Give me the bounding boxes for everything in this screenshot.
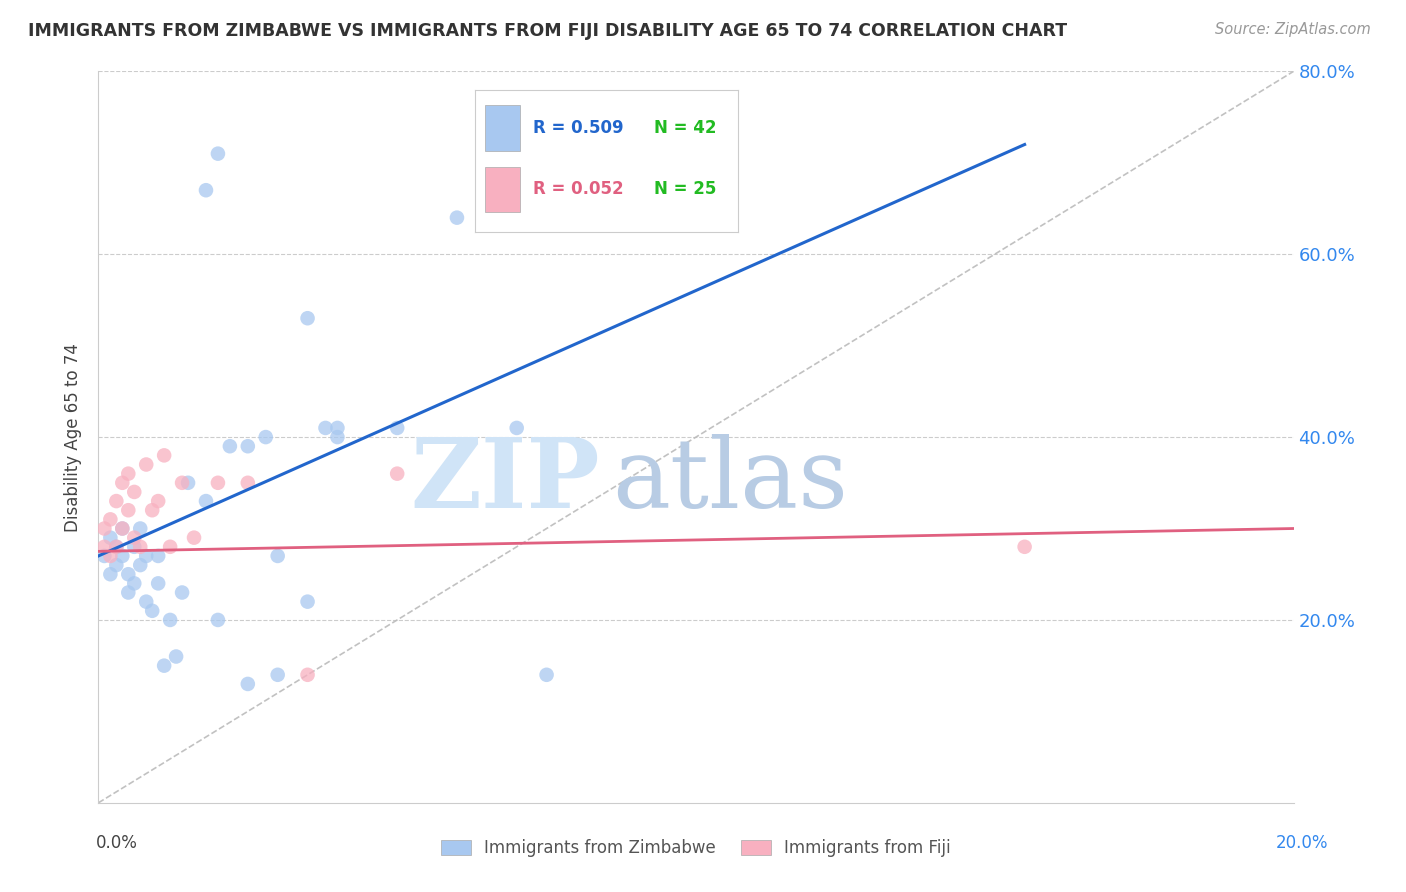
Point — [111, 521, 134, 535]
Point — [236, 475, 259, 490]
Text: 20.0%: 20.0% — [1277, 834, 1329, 852]
Point — [141, 604, 163, 618]
Point — [98, 549, 122, 563]
Point — [124, 576, 146, 591]
Point — [267, 667, 290, 681]
Legend: Immigrants from Zimbabwe, Immigrants from Fiji: Immigrants from Zimbabwe, Immigrants fro… — [434, 832, 957, 864]
Point — [148, 494, 170, 508]
Point — [98, 567, 122, 582]
Text: 0.0%: 0.0% — [96, 834, 138, 852]
Point — [1014, 540, 1036, 554]
Point — [117, 585, 139, 599]
Point — [111, 475, 134, 490]
Point — [129, 521, 152, 535]
Point — [219, 439, 242, 453]
Point — [148, 549, 170, 563]
Point — [117, 467, 139, 481]
Point — [315, 421, 337, 435]
Text: atlas: atlas — [613, 434, 848, 528]
Text: ZIP: ZIP — [411, 434, 600, 528]
Point — [93, 540, 115, 554]
Point — [172, 475, 194, 490]
Point — [177, 475, 200, 490]
Point — [105, 540, 128, 554]
Point — [93, 521, 115, 535]
Point — [326, 421, 349, 435]
Point — [124, 485, 146, 500]
Text: IMMIGRANTS FROM ZIMBABWE VS IMMIGRANTS FROM FIJI DISABILITY AGE 65 TO 74 CORRELA: IMMIGRANTS FROM ZIMBABWE VS IMMIGRANTS F… — [28, 22, 1067, 40]
Text: Source: ZipAtlas.com: Source: ZipAtlas.com — [1215, 22, 1371, 37]
Point — [105, 494, 128, 508]
Point — [297, 311, 319, 326]
Point — [135, 594, 157, 608]
Point — [267, 549, 290, 563]
Point — [207, 475, 229, 490]
Point — [135, 458, 157, 472]
Point — [195, 183, 218, 197]
Point — [148, 576, 170, 591]
Point — [165, 649, 187, 664]
Point — [207, 146, 229, 161]
Point — [385, 467, 409, 481]
Point — [297, 594, 319, 608]
Point — [105, 540, 128, 554]
Point — [98, 531, 122, 545]
Point — [183, 531, 205, 545]
Point — [117, 503, 139, 517]
Y-axis label: Disability Age 65 to 74: Disability Age 65 to 74 — [65, 343, 83, 532]
Point — [129, 558, 152, 573]
Point — [326, 430, 349, 444]
Point — [124, 531, 146, 545]
Point — [195, 494, 218, 508]
Point — [536, 667, 558, 681]
Point — [236, 439, 259, 453]
Point — [111, 549, 134, 563]
Point — [124, 540, 146, 554]
Point — [159, 540, 181, 554]
Point — [153, 448, 176, 462]
Point — [111, 521, 134, 535]
Point — [506, 421, 529, 435]
Point — [98, 512, 122, 526]
Point — [254, 430, 277, 444]
Point — [446, 211, 468, 225]
Point — [297, 667, 319, 681]
Point — [153, 658, 176, 673]
Point — [385, 421, 409, 435]
Point — [135, 549, 157, 563]
Point — [141, 503, 163, 517]
Point — [129, 540, 152, 554]
Point — [93, 549, 115, 563]
Point — [236, 677, 259, 691]
Point — [172, 585, 194, 599]
Point — [105, 558, 128, 573]
Point — [117, 567, 139, 582]
Point — [159, 613, 181, 627]
Point — [207, 613, 229, 627]
